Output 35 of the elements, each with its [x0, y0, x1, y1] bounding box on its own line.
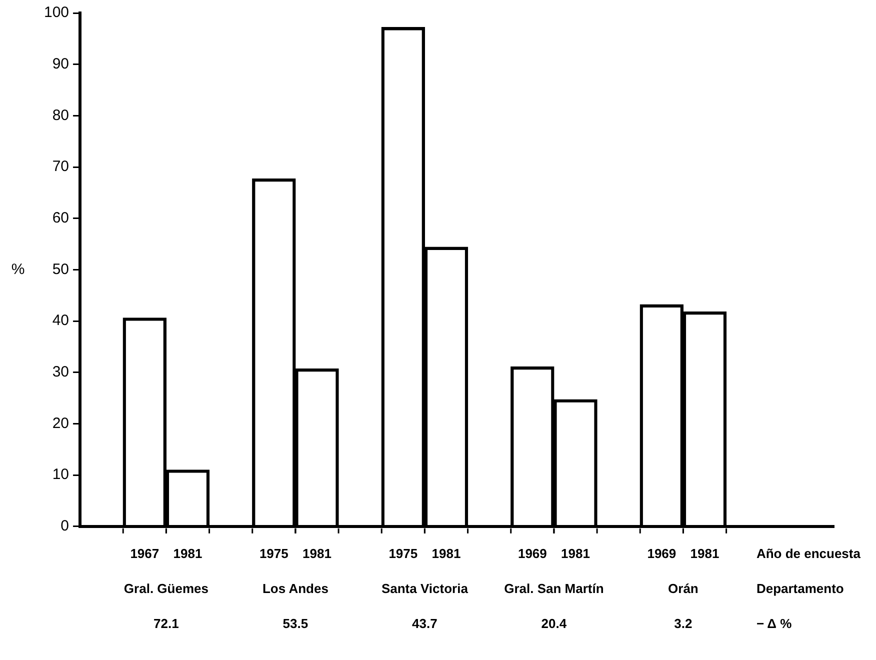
text: 43.7: [412, 616, 438, 631]
text: Orán: [668, 580, 698, 596]
y-tick-label: 70: [52, 158, 70, 176]
text: Gral. Güemes: [124, 580, 208, 596]
y-tick-label: 10: [52, 466, 70, 484]
y-tick-label: 80: [52, 106, 70, 124]
x-tick-label: 1981: [302, 546, 332, 561]
x-tick-label: 1967: [130, 546, 160, 561]
text: 20.4: [541, 616, 568, 631]
x-tick-label: 1975: [388, 546, 418, 561]
x-tick-label: 1981: [690, 546, 720, 561]
text: 53.5: [282, 616, 308, 631]
y-tick-label: 30: [52, 364, 70, 381]
x-tick-label: 1975: [259, 546, 288, 561]
y-tick-label: 40: [52, 312, 70, 330]
x-tick-label: 1981: [173, 546, 202, 561]
text: Gral. San Martín: [504, 580, 604, 596]
text: Santa Victoria: [381, 580, 469, 596]
text: Los Andes: [262, 580, 328, 596]
text: 72.1: [154, 616, 179, 631]
x-tick-label: 1969: [647, 546, 676, 561]
x-tick-label: 1969: [518, 546, 547, 561]
y-tick-label: 90: [52, 55, 70, 72]
x-tick-label: 1981: [432, 546, 461, 561]
text: Año de encuesta: [756, 546, 862, 561]
text: 3.2: [674, 616, 692, 631]
y-tick-label: 50: [52, 260, 70, 278]
text: − Δ %: [756, 616, 792, 631]
y-tick-label: 0: [60, 518, 70, 535]
y-tick-label: 60: [52, 210, 70, 226]
x-tick-label: 1981: [561, 546, 590, 561]
text: Departamento: [756, 580, 844, 596]
y-tick-label: 20: [52, 414, 70, 432]
y-tick-label: 100: [44, 4, 70, 22]
y-axis-title: %: [11, 260, 25, 278]
